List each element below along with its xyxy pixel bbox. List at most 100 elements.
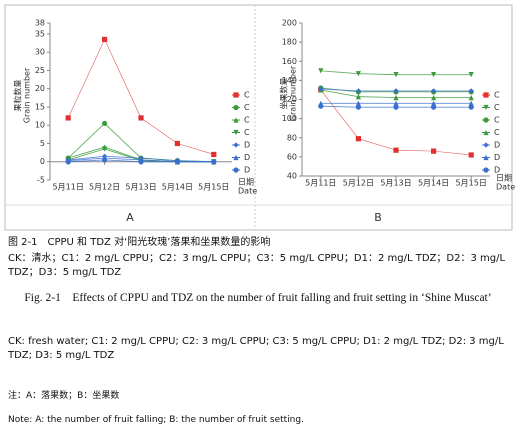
legend-label: C <box>494 91 500 100</box>
marker <box>233 92 239 98</box>
marker <box>102 36 108 43</box>
marker <box>431 94 437 101</box>
x-tick-label: 5月14日 <box>418 179 449 188</box>
legend-label: C <box>244 91 250 100</box>
x-axis-label: Date <box>496 183 515 192</box>
marker <box>355 71 361 77</box>
legend-label: D <box>244 141 250 150</box>
marker <box>431 104 437 110</box>
x-tick-label: 5月15日 <box>198 183 229 192</box>
marker <box>355 88 361 94</box>
x-tick-label: 5月14日 <box>162 183 193 192</box>
y-tick-label: 15 <box>35 102 45 111</box>
marker <box>211 151 217 158</box>
x-tick-label: 5月13日 <box>380 179 411 188</box>
figure-border <box>4 4 513 231</box>
marker <box>211 159 217 165</box>
marker <box>102 157 108 163</box>
caption-legend-cn: CK：清水；C1：2 mg/L CPPU；C2：3 mg/L CPPU；C3：5… <box>8 253 506 278</box>
marker <box>318 103 324 109</box>
y-tick-label: -5 <box>37 176 45 185</box>
marker <box>233 117 239 123</box>
x-axis-label: 日期 <box>238 178 254 187</box>
marker <box>468 94 474 101</box>
x-tick-label: 5月15日 <box>456 179 487 188</box>
marker <box>393 94 399 101</box>
legend-label: C <box>244 103 250 112</box>
marker <box>483 167 489 173</box>
y-tick-label: 40 <box>287 172 297 181</box>
legend-label: D <box>494 153 500 162</box>
marker <box>468 152 474 158</box>
y-tick-label: 25 <box>35 66 45 75</box>
marker <box>468 100 474 106</box>
marker <box>483 117 489 123</box>
legend-label: C <box>494 128 500 137</box>
y-tick-label: 0 <box>40 157 45 166</box>
x-tick-label: 5月13日 <box>125 183 156 192</box>
marker <box>233 129 239 136</box>
y-tick-label: 10 <box>35 121 45 130</box>
caption-title-cn: 图 2-1 CPPU 和 TDZ 对‘阳光玫瑰’落果和坐果数量的影响 <box>8 237 271 248</box>
y-tick-label: 160 <box>282 57 297 66</box>
y-tick-label: 140 <box>282 76 297 85</box>
marker <box>355 94 361 100</box>
marker <box>431 148 437 154</box>
note-en: Note: A: the number of fruit falling; B:… <box>8 415 304 425</box>
marker <box>393 104 399 110</box>
marker <box>233 167 239 173</box>
x-tick-label: 5月11日 <box>305 179 336 188</box>
marker <box>233 142 239 148</box>
note-cn: 注：A：落果数；B：坐果数 <box>8 391 120 401</box>
panel-label: B <box>374 211 382 224</box>
marker <box>355 104 361 110</box>
marker <box>355 100 361 106</box>
y-tick-label: 80 <box>287 133 297 142</box>
legend-label: D <box>244 166 250 175</box>
y-axis-label: Grain number <box>23 67 32 123</box>
y-tick-label: 35 <box>35 29 45 38</box>
y-tick-label: 180 <box>282 38 297 47</box>
marker <box>468 72 474 78</box>
marker <box>174 140 180 147</box>
legend-label: C <box>244 116 250 125</box>
marker <box>431 72 437 78</box>
marker <box>393 100 399 106</box>
y-axis-label: 果粒数量 <box>13 80 23 112</box>
marker <box>138 159 144 165</box>
marker <box>138 115 144 121</box>
y-tick-label: 60 <box>287 152 297 161</box>
x-axis-label: Date <box>238 187 257 196</box>
marker <box>233 104 239 111</box>
marker <box>431 100 437 106</box>
y-tick-label: 120 <box>282 95 297 104</box>
panel-label: A <box>126 211 134 224</box>
marker <box>355 136 361 142</box>
marker <box>102 120 108 127</box>
x-axis-label: 日期 <box>496 174 512 183</box>
y-axis-label: Grain number <box>289 65 298 121</box>
y-tick-label: 30 <box>35 48 45 57</box>
y-tick-label: 20 <box>35 84 45 93</box>
marker <box>393 72 399 78</box>
y-tick-label: 100 <box>282 114 297 123</box>
marker <box>65 159 71 165</box>
marker <box>318 68 324 74</box>
marker <box>174 159 180 165</box>
marker <box>431 88 437 94</box>
y-tick-label: 200 <box>282 19 297 28</box>
x-tick-label: 5月11日 <box>53 183 84 192</box>
marker <box>468 104 474 110</box>
legend-label: C <box>244 128 250 137</box>
marker <box>233 154 239 161</box>
marker <box>483 129 489 136</box>
x-tick-label: 5月12日 <box>343 179 374 188</box>
marker <box>393 147 399 153</box>
caption-legend-en: CK: fresh water; C1: 2 mg/L CPPU; C2: 3 … <box>8 336 504 361</box>
x-tick-label: 5月12日 <box>89 183 120 192</box>
y-tick-label: 38 <box>35 19 45 28</box>
marker <box>65 115 71 121</box>
legend-label: D <box>494 141 500 150</box>
marker <box>318 86 324 92</box>
